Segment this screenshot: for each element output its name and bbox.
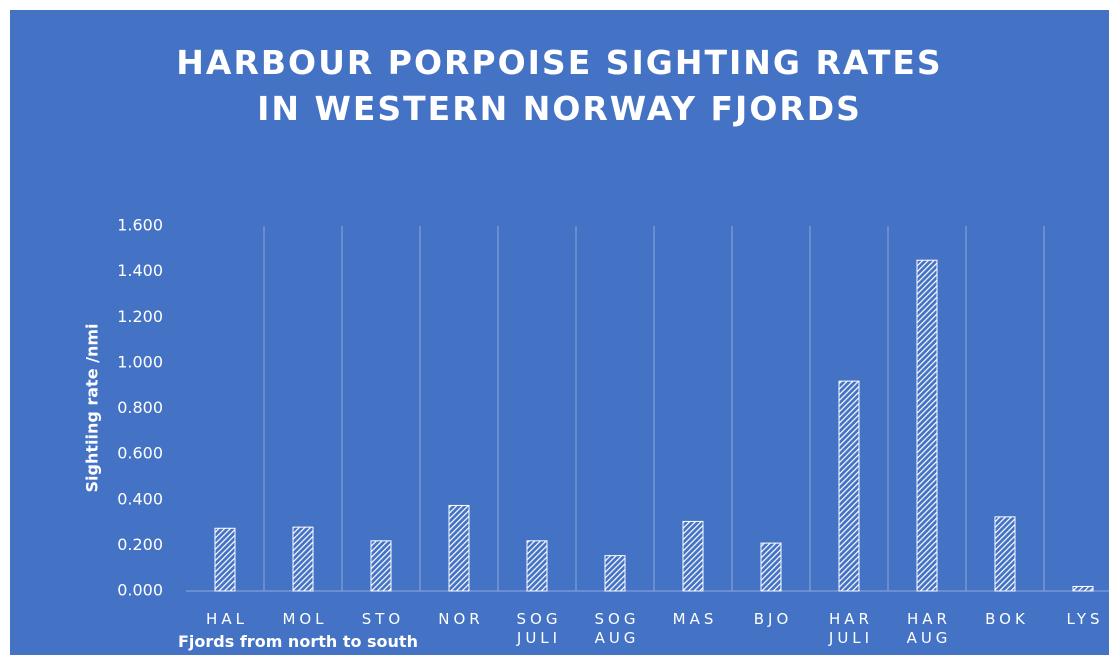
bar <box>916 259 938 592</box>
bar <box>1072 585 1094 592</box>
y-tick-label: 1.400 <box>117 261 163 280</box>
x-axis-label: Fjords from north to south <box>178 632 418 651</box>
x-tick-label: BJO <box>753 610 793 628</box>
bar <box>760 542 782 592</box>
x-tick-label: STO <box>361 610 405 628</box>
x-tick-label: NOR <box>438 610 484 628</box>
x-tick-label: LYS <box>1066 610 1104 628</box>
y-axis-label: Sightiing rate /nmi <box>83 323 102 492</box>
y-tick-label: 1.000 <box>117 352 163 371</box>
x-tick-label: HAL <box>206 610 248 628</box>
bar <box>994 516 1016 592</box>
bar <box>838 380 860 592</box>
x-tick-label: HAR AUG <box>906 610 952 647</box>
y-tick-label: 0.600 <box>117 444 163 463</box>
x-tick-label: SOG JULI <box>516 610 562 647</box>
x-tick-label: SOG AUG <box>594 610 640 647</box>
y-tick-label: 0.200 <box>117 535 163 554</box>
bar <box>292 526 314 592</box>
x-tick-label: BOK <box>985 610 1029 628</box>
chart-title: HARBOUR PORPOISE SIGHTING RATES IN WESTE… <box>176 43 943 128</box>
y-tick-label: 0.000 <box>117 581 163 600</box>
bar <box>526 540 548 592</box>
bar <box>604 555 626 592</box>
x-tick-label: MOL <box>282 610 328 628</box>
bar <box>448 504 470 592</box>
x-tick-label: HAR JULI <box>828 610 874 647</box>
y-tick-label: 1.200 <box>117 307 163 326</box>
bar <box>214 527 236 592</box>
bar <box>370 540 392 592</box>
bar <box>682 520 704 592</box>
y-tick-label: 0.400 <box>117 489 163 508</box>
x-tick-label: MAS <box>672 610 718 628</box>
y-tick-label: 0.800 <box>117 398 163 417</box>
y-tick-label: 1.600 <box>117 216 163 235</box>
